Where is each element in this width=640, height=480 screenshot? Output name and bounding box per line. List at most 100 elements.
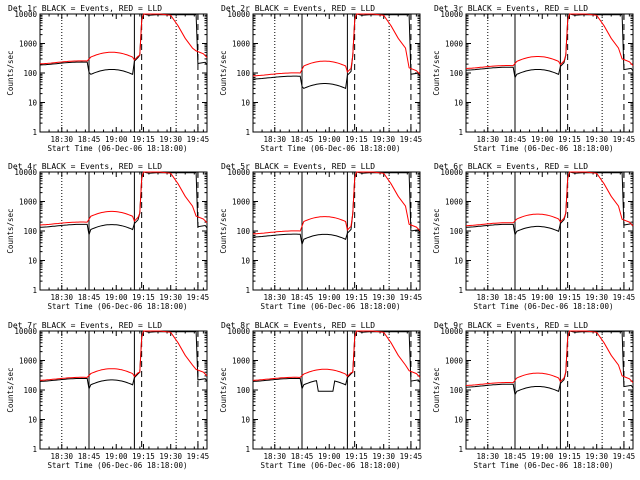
y-tick-label: 10	[454, 257, 464, 266]
y-tick-label: 100	[449, 386, 463, 395]
y-tick-label: 10000	[227, 168, 250, 177]
x-tick-label: 18:30	[476, 293, 499, 302]
x-tick-label: 19:45	[613, 293, 636, 302]
y-tick-label: 1	[32, 128, 37, 137]
events-series-line	[39, 171, 208, 237]
panel-title: Det 1r BLACK = Events, RED = LLD	[8, 4, 162, 13]
y-tick-label: 1000	[19, 40, 38, 49]
lld-series-line	[40, 13, 208, 65]
panel-title: Det 8r BLACK = Events, RED = LLD	[221, 321, 375, 330]
y-tick-label: 1	[32, 286, 37, 295]
x-tick-label: 19:45	[187, 135, 210, 144]
x-tick-label: 19:00	[531, 452, 554, 461]
x-tick-label: 19:30	[372, 452, 395, 461]
lld-series-line	[465, 171, 634, 227]
events-series-line	[465, 13, 634, 80]
x-axis-label: Start Time (06-Dec-06 18:18:00)	[261, 302, 401, 311]
x-tick-label: 18:30	[50, 293, 73, 302]
panel-det-6: Det 6r BLACK = Events, RED = LLD 1 10 100 10…	[432, 162, 635, 311]
x-axis-label: Start Time (06-Dec-06 18:18:00)	[474, 302, 614, 311]
y-tick-label: 100	[236, 69, 250, 78]
lld-series-line	[465, 330, 634, 386]
x-tick-label: 18:30	[476, 452, 499, 461]
y-axis-label: Counts/sec	[219, 208, 228, 253]
panel-title: Det 6r BLACK = Events, RED = LLD	[434, 162, 588, 171]
y-tick-label: 1	[458, 128, 463, 137]
y-tick-label: 10000	[227, 327, 250, 336]
x-axis-label: Start Time (06-Dec-06 18:18:00)	[474, 461, 614, 470]
y-tick-label: 1	[32, 445, 37, 454]
x-tick-label: 18:30	[50, 135, 73, 144]
y-tick-label: 1000	[19, 357, 38, 366]
x-tick-label: 19:45	[613, 452, 636, 461]
lld-series-line	[465, 13, 634, 69]
y-tick-label: 10	[454, 99, 464, 108]
x-tick-label: 19:15	[558, 293, 581, 302]
x-tick-label: 19:45	[400, 135, 423, 144]
x-tick-label: 19:30	[372, 293, 395, 302]
y-axis-label: Counts/sec	[219, 367, 228, 412]
y-axis-label: Counts/sec	[6, 367, 15, 412]
x-tick-label: 19:30	[159, 452, 182, 461]
events-series-line	[252, 13, 421, 90]
y-tick-label: 10	[28, 99, 38, 108]
panel-title: Det 3r BLACK = Events, RED = LLD	[434, 4, 588, 13]
x-tick-label: 19:45	[400, 452, 423, 461]
events-series-line	[465, 171, 634, 237]
x-tick-label: 18:45	[78, 452, 101, 461]
x-tick-label: 18:45	[78, 293, 101, 302]
x-tick-label: 18:30	[263, 293, 286, 302]
y-tick-label: 10000	[440, 327, 463, 336]
y-tick-label: 1000	[445, 198, 464, 207]
x-tick-label: 19:30	[585, 293, 608, 302]
x-tick-label: 19:15	[132, 135, 155, 144]
y-tick-label: 100	[23, 227, 37, 236]
y-tick-label: 10000	[440, 10, 463, 19]
x-tick-label: 19:15	[345, 135, 368, 144]
y-tick-label: 10000	[14, 168, 37, 177]
panel-det-8: Det 8r BLACK = Events, RED = LLD 1 10 100 10…	[219, 321, 422, 470]
y-axis-label: Counts/sec	[219, 50, 228, 95]
x-axis-label: Start Time (06-Dec-06 18:18:00)	[474, 144, 614, 153]
events-series-line	[252, 171, 421, 247]
y-tick-label: 10	[241, 257, 251, 266]
panel-det-2: Det 2r BLACK = Events, RED = LLD 1 10 100 10…	[219, 4, 422, 153]
events-series-line	[39, 13, 208, 75]
y-tick-label: 10000	[440, 168, 463, 177]
y-tick-label: 1000	[445, 40, 464, 49]
x-tick-label: 19:00	[318, 135, 341, 144]
y-tick-label: 1	[458, 445, 463, 454]
x-axis-label: Start Time (06-Dec-06 18:18:00)	[261, 461, 401, 470]
y-tick-label: 1	[245, 445, 250, 454]
y-tick-label: 10	[241, 416, 251, 425]
x-tick-label: 18:45	[504, 135, 527, 144]
y-tick-label: 100	[236, 227, 250, 236]
x-tick-label: 19:15	[558, 135, 581, 144]
y-tick-label: 10	[454, 416, 464, 425]
y-tick-label: 1000	[232, 357, 251, 366]
y-tick-label: 10000	[14, 327, 37, 336]
panel-det-4: Det 4r BLACK = Events, RED = LLD 1 10 100 10…	[6, 162, 209, 311]
lld-series-line	[252, 330, 421, 381]
x-tick-label: 18:45	[78, 135, 101, 144]
x-tick-label: 19:30	[159, 293, 182, 302]
x-tick-label: 18:30	[263, 452, 286, 461]
y-axis-label: Counts/sec	[6, 50, 15, 95]
y-tick-label: 10	[241, 99, 251, 108]
y-tick-label: 100	[23, 69, 37, 78]
events-series-line	[252, 330, 421, 392]
y-tick-label: 1000	[19, 198, 38, 207]
x-tick-label: 19:15	[345, 293, 368, 302]
x-axis-label: Start Time (06-Dec-06 18:18:00)	[48, 302, 188, 311]
y-tick-label: 1000	[232, 40, 251, 49]
x-tick-label: 19:15	[345, 452, 368, 461]
x-tick-label: 18:30	[476, 135, 499, 144]
y-axis-label: Counts/sec	[6, 208, 15, 253]
panel-det-9: Det 9r BLACK = Events, RED = LLD 1 10 100 10…	[432, 321, 635, 470]
x-axis-label: Start Time (06-Dec-06 18:18:00)	[48, 144, 188, 153]
events-series-line	[39, 330, 208, 391]
y-tick-label: 100	[23, 386, 37, 395]
x-tick-label: 18:30	[263, 135, 286, 144]
x-tick-label: 19:15	[132, 293, 155, 302]
